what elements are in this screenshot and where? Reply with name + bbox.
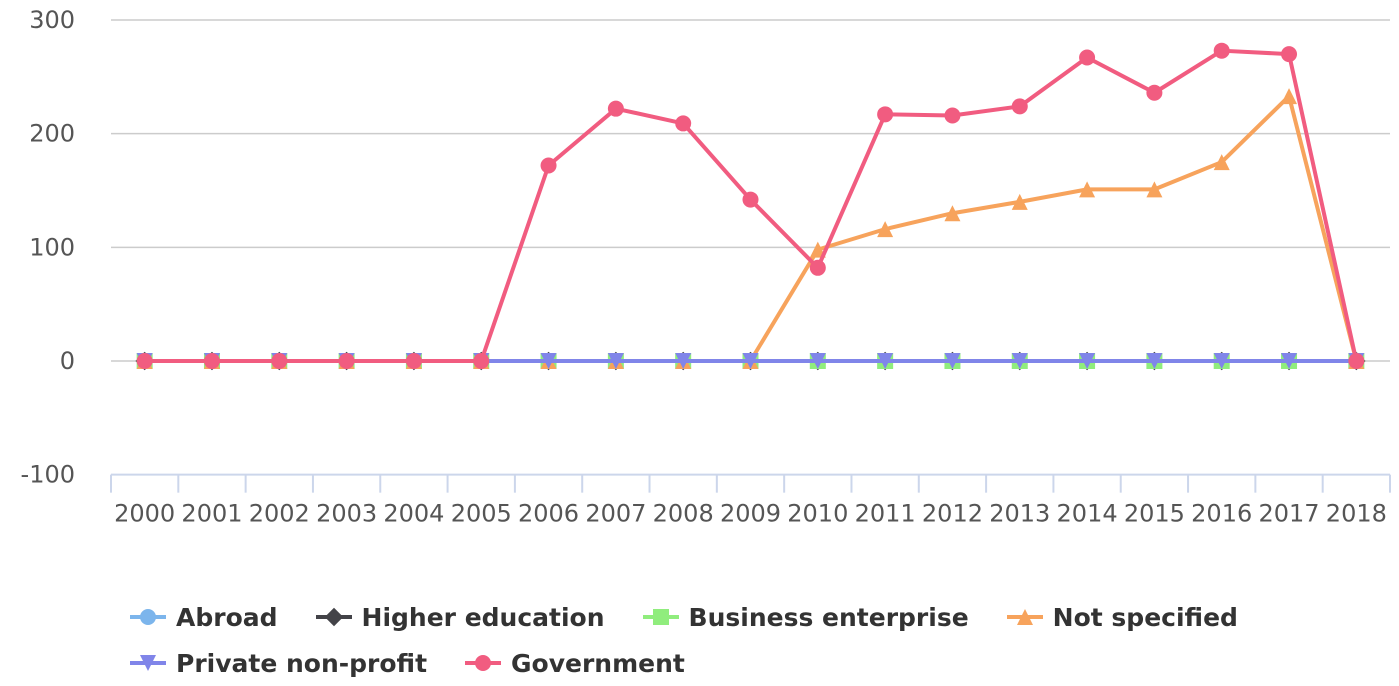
x-tick-label: 2009 <box>720 500 781 528</box>
series-layer <box>135 42 1366 371</box>
grid-lines <box>111 19 1390 362</box>
data-point[interactable] <box>1011 353 1028 369</box>
y-tick-label: 0 <box>60 347 75 375</box>
data-point[interactable] <box>1146 181 1163 198</box>
data-point[interactable] <box>877 221 894 238</box>
legend-row: Private non-profit Government <box>128 640 1368 686</box>
data-point[interactable] <box>809 241 826 258</box>
data-point[interactable] <box>338 353 355 369</box>
legend-marker-icon[interactable] <box>140 655 156 671</box>
x-tick-label: 2008 <box>653 500 714 528</box>
data-point[interactable] <box>809 353 826 369</box>
data-point[interactable] <box>1213 42 1230 59</box>
series-line <box>144 94 1359 363</box>
x-tick-label: 2011 <box>855 500 916 528</box>
data-point[interactable] <box>944 107 961 124</box>
x-tick-label: 2014 <box>1057 500 1118 528</box>
data-point[interactable] <box>1146 353 1163 369</box>
x-tick-label: 2004 <box>383 500 444 528</box>
data-point[interactable] <box>1079 181 1096 198</box>
data-point[interactable] <box>1348 353 1365 369</box>
y-tick-label: 200 <box>29 120 75 148</box>
data-point[interactable] <box>1146 84 1163 101</box>
data-point[interactable] <box>1011 193 1028 210</box>
data-point[interactable] <box>742 191 759 208</box>
legend-item-business-enterprise[interactable]: Business enterprise <box>641 603 969 632</box>
x-axis: 2000 2001 2002 2003 2004 2005 2006 2007 2008 2009… <box>110 473 1391 528</box>
data-point[interactable] <box>473 353 490 369</box>
data-point[interactable] <box>1281 353 1298 369</box>
data-point[interactable] <box>607 100 624 117</box>
series-government <box>136 42 1365 369</box>
legend-item-government[interactable]: Government <box>463 649 685 678</box>
legend-item-not-specified[interactable]: Not specified <box>1005 603 1238 632</box>
data-point[interactable] <box>675 115 692 132</box>
legend-label: Higher education <box>361 602 605 632</box>
data-point[interactable] <box>1079 49 1096 66</box>
legend-marker-icon[interactable] <box>1016 609 1033 625</box>
data-point[interactable] <box>1213 154 1230 171</box>
legend-symbol-icon <box>642 609 679 625</box>
data-point[interactable] <box>877 106 894 123</box>
legend-symbol-icon <box>315 607 352 627</box>
x-tick-label: 2005 <box>451 500 512 528</box>
data-point[interactable] <box>1213 353 1230 369</box>
legend-label: Private non-profit <box>176 648 428 678</box>
legend-marker-icon[interactable] <box>324 607 343 627</box>
x-tick-label: 2018 <box>1326 500 1387 528</box>
legend: Abroad Higher education Business enterpris… <box>128 594 1368 686</box>
y-axis: 300 200 100 0 -100 <box>21 6 75 489</box>
data-point[interactable] <box>944 353 961 369</box>
legend-label: Abroad <box>176 602 278 632</box>
legend-label: Business enterprise <box>688 602 969 632</box>
x-tick-label: 2015 <box>1124 500 1185 528</box>
legend-label: Not specified <box>1052 602 1238 632</box>
data-point[interactable] <box>1281 46 1298 63</box>
data-point[interactable] <box>675 353 692 369</box>
legend-symbol-icon <box>1006 609 1043 625</box>
data-point[interactable] <box>271 353 288 369</box>
data-point[interactable] <box>1011 98 1028 115</box>
data-point[interactable] <box>203 353 220 369</box>
x-tick-label: 2012 <box>922 500 983 528</box>
data-point[interactable] <box>877 353 894 369</box>
data-point[interactable] <box>944 205 961 222</box>
x-tick-label: 2016 <box>1191 500 1252 528</box>
legend-symbol-icon <box>130 609 166 625</box>
data-point[interactable] <box>809 259 826 276</box>
data-point[interactable] <box>742 353 759 369</box>
y-tick-label: -100 <box>21 461 75 489</box>
data-point[interactable] <box>1281 88 1298 105</box>
x-tick-label: 2003 <box>316 500 377 528</box>
x-tick-label: 2013 <box>989 500 1050 528</box>
legend-symbol-icon <box>465 655 502 671</box>
legend-row: Abroad Higher education Business enterpris… <box>128 594 1368 640</box>
legend-marker-icon[interactable] <box>140 609 156 625</box>
data-point[interactable] <box>607 353 624 369</box>
data-point[interactable] <box>136 353 153 369</box>
data-point[interactable] <box>540 157 557 174</box>
legend-item-higher-education[interactable]: Higher education <box>314 603 605 632</box>
series-not-specified <box>136 88 1365 369</box>
data-point[interactable] <box>1079 353 1096 369</box>
legend-symbol-icon <box>130 655 166 671</box>
legend-marker-icon[interactable] <box>475 655 492 671</box>
legend-label: Government <box>511 648 685 678</box>
y-tick-label: 300 <box>29 6 75 34</box>
x-tick-label: 2000 <box>114 500 175 528</box>
legend-item-abroad[interactable]: Abroad <box>128 603 278 632</box>
x-tick-label: 2002 <box>249 500 310 528</box>
x-tick-label: 2010 <box>787 500 848 528</box>
x-tick-label: 2017 <box>1258 500 1319 528</box>
x-tick-label: 2001 <box>181 500 242 528</box>
legend-item-private-non-profit[interactable]: Private non-profit <box>128 649 427 678</box>
data-point[interactable] <box>405 353 422 369</box>
legend-marker-icon[interactable] <box>652 609 669 625</box>
data-point[interactable] <box>540 353 557 369</box>
x-tick-label: 2007 <box>585 500 646 528</box>
x-tick-label: 2006 <box>518 500 579 528</box>
y-tick-label: 100 <box>29 233 75 261</box>
